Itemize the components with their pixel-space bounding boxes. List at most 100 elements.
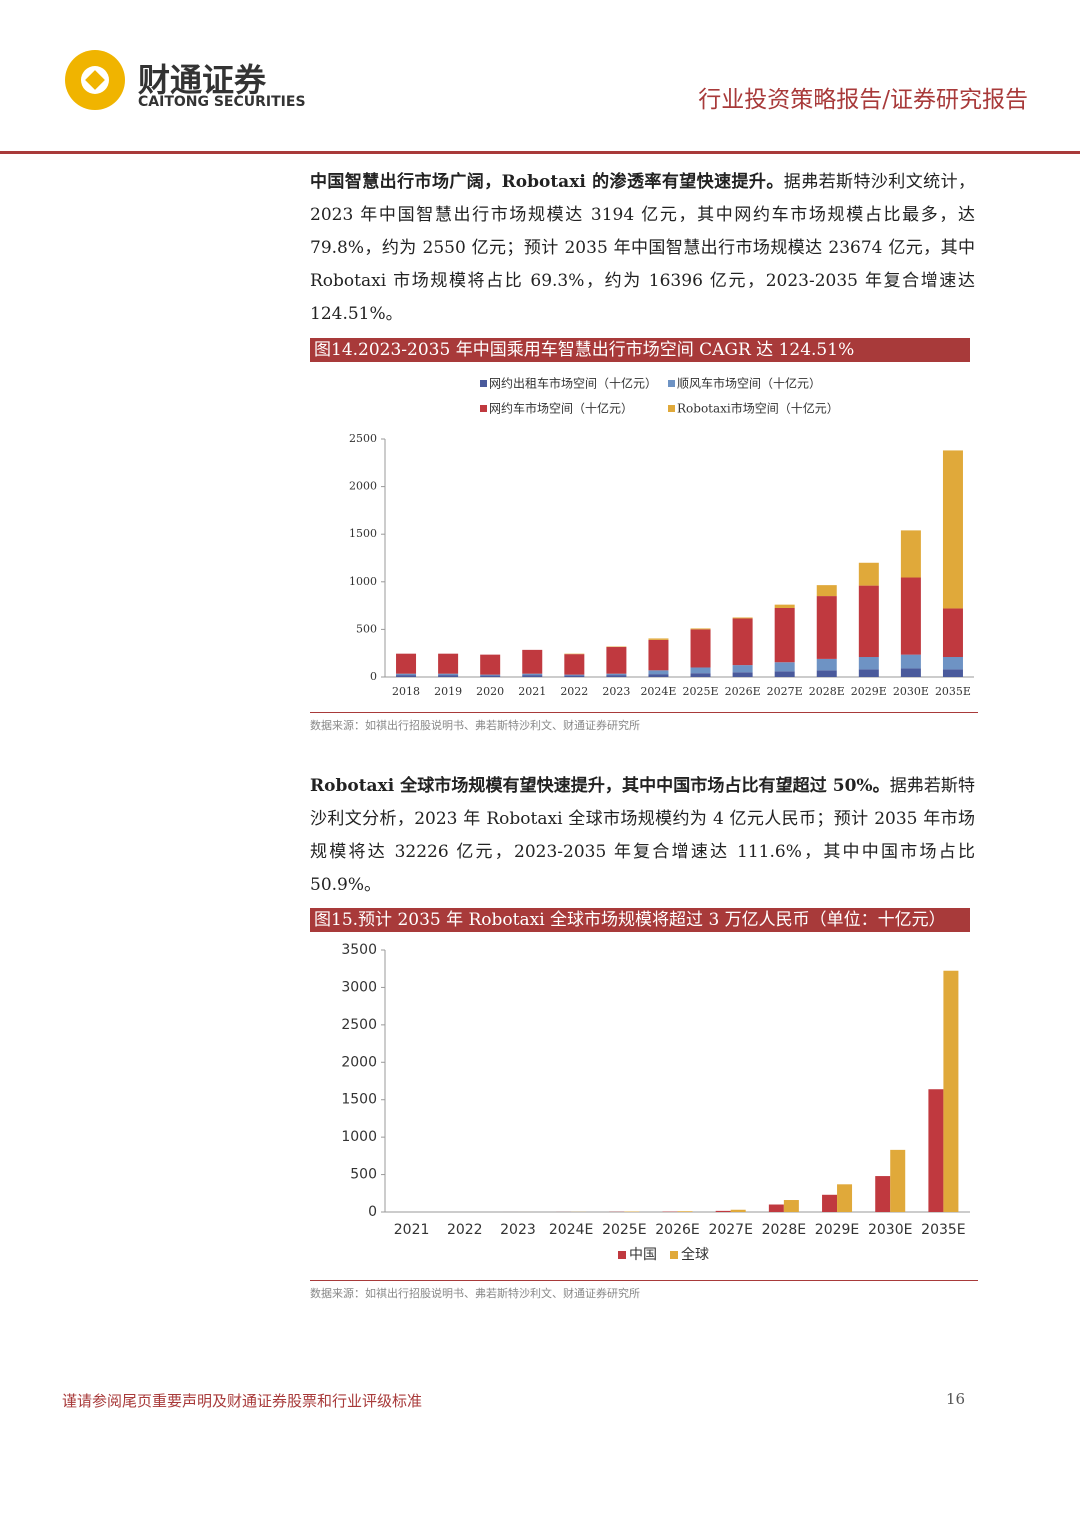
lead: 中国智慧出行市场广阔，Robotaxi 的渗透率有望快速提升。 [310,172,784,192]
brand-en: CAITONG SECURITIES [138,94,306,110]
bar-segment [564,675,585,677]
bar-segment [648,670,669,675]
legend-label: 全球 [681,1246,709,1263]
x-tick-label: 2025E [683,685,719,698]
x-tick-label: 2023 [602,685,630,698]
legend-label: 网约出租车市场空间（十亿元） [489,376,657,391]
bar-segment [396,653,417,674]
legend-label: Robotaxi市场空间（十亿元） [677,401,839,416]
bar-segment [774,662,795,672]
bar [768,1204,784,1212]
x-tick-label: 2027E [767,685,803,698]
bar-segment [648,674,669,677]
source: 数据来源：如祺出行招股说明书、弗若斯特沙利文、财通证券研究所 [310,712,978,733]
source: 数据来源：如祺出行招股说明书、弗若斯特沙利文、财通证券研究所 [310,1280,978,1301]
bar-segment [438,653,459,674]
y-tick-label: 500 [356,622,377,635]
y-tick-label: 1000 [349,575,377,588]
legend-swatch [618,1251,626,1259]
bar [783,1200,799,1212]
x-tick-label: 2023 [500,1222,536,1238]
y-tick-label: 3000 [341,979,377,995]
bar [890,1149,906,1212]
bar [730,1209,746,1212]
x-tick-label: 2035E [935,685,971,698]
brand: 财通证券 [138,61,267,99]
chart: 0 500 1000 1500 2000 2500 3000 3500 2021 2022 2023… [341,942,970,1263]
body: 据弗若斯特沙利文统计，2023 年中国智慧出行市场规模达 3194 亿元，其中网… [310,172,975,324]
page-number: 16 [946,1390,966,1408]
body: 据弗若斯特沙利文分析，2023 年 Robotaxi 全球市场规模约为 4 亿元… [310,776,975,895]
bar-segment [816,585,837,597]
bar-segment [522,673,543,676]
x-tick-label: 2030E [868,1222,912,1238]
bar-segment [480,674,501,676]
bar-segment [690,667,711,674]
bar-segment [732,617,753,619]
x-tick-label: 2024E [640,685,676,698]
y-tick-label: 2500 [349,432,377,445]
paragraph: Robotaxi 全球市场规模有望快速提升，其中中国市场占比有望超过 50%。据… [310,770,975,902]
bar-segment [942,669,963,677]
bar-segment [606,673,627,676]
legend-swatch [668,380,675,387]
bar-segment [648,639,669,671]
x-tick-label: 2030E [893,685,929,698]
y-tick-label: 1500 [341,1092,377,1108]
bar-segment [480,675,501,677]
bar-segment [732,665,753,673]
legend-swatch [480,405,487,412]
header-graphic [0,50,1080,154]
legend-swatch [668,405,675,412]
bar-segment [732,618,753,666]
y-tick-label: 0 [370,670,377,683]
bar-segment [690,673,711,677]
legend-label: 顺风车市场空间（十亿元） [677,376,821,391]
bar-segment [396,675,417,677]
logo-core [85,70,105,90]
bar-segment [732,672,753,677]
bar [715,1210,731,1212]
bar-segment [690,629,711,668]
bar-segment [774,671,795,677]
y-tick-label: 2500 [341,1017,377,1033]
bar-segment [858,562,879,586]
bar-segment [900,530,921,578]
y-tick-label: 2000 [341,1054,377,1070]
bar-segment [438,675,459,677]
bar-segment [564,654,585,675]
disclaimer: 谨请参阅尾页重要声明及财通证券股票和行业评级标准 [62,1392,423,1410]
x-tick-label: 2026E [655,1222,699,1238]
x-tick-label: 2025E [602,1222,646,1238]
bar-segment [606,675,627,677]
bar-segment [606,647,627,674]
bar-segment [396,673,417,676]
x-tick-label: 2022 [560,685,588,698]
figure-title: 图14.2023-2035 年中国乘用车智慧出行市场空间 CAGR 达 124.… [310,338,970,362]
bar-segment [942,450,963,609]
y-tick-label: 2000 [349,480,377,493]
bar [875,1176,891,1212]
y-tick-label: 1000 [341,1129,377,1145]
x-tick-label: 2024E [549,1222,593,1238]
legend-label: 网约车市场空间（十亿元） [489,401,633,416]
bar-segment [480,654,501,675]
bar [928,1089,944,1212]
paragraph: 中国智慧出行市场广阔，Robotaxi 的渗透率有望快速提升。据弗若斯特沙利文统… [310,166,975,331]
bar-segment [900,654,921,669]
legend-label: 中国 [629,1247,657,1263]
bar-segment [858,585,879,658]
bar-segment [564,674,585,676]
bar [677,1211,693,1212]
x-tick-label: 2027E [708,1222,752,1238]
lead: Robotaxi 全球市场规模有望快速提升，其中中国市场占比有望超过 50%。 [310,776,890,796]
bar-segment [774,604,795,608]
x-tick-label: 2022 [447,1222,483,1238]
bar [822,1194,838,1212]
legend-swatch [480,380,487,387]
x-tick-label: 2026E [725,685,761,698]
header-rule [0,151,1080,154]
x-tick-label: 2019 [434,685,462,698]
bar [837,1184,853,1212]
